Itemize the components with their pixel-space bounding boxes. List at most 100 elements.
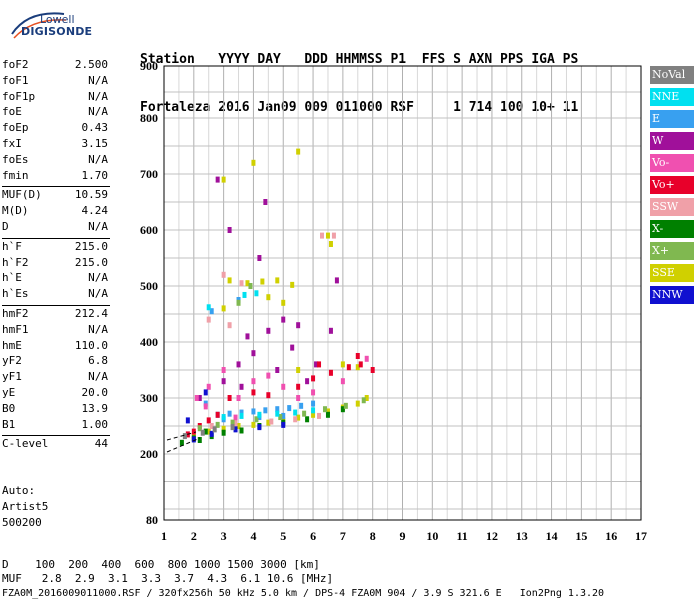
data-point <box>311 375 316 382</box>
data-point <box>358 361 363 368</box>
legend-item: Vo- <box>650 154 694 172</box>
x-tick-label: 2 <box>191 529 197 543</box>
data-point <box>239 427 244 434</box>
header-values: Fortaleza 2016 Jan09 009 011000 RSF 1 71… <box>140 100 579 115</box>
y-tick-label: 600 <box>140 223 158 237</box>
parameter-name: foEp <box>2 121 29 135</box>
legend-item: X- <box>650 220 694 238</box>
data-point <box>251 408 256 415</box>
data-point <box>203 428 208 435</box>
data-point <box>302 410 307 417</box>
header-labels: Station YYYY DAY DDD HHMMSS P1 FFS S AXN… <box>140 52 579 67</box>
parameter-name: MUF(D) <box>2 188 42 202</box>
parameter-value: 1.00 <box>81 417 109 431</box>
parameter-row: hmE 110.0 <box>2 339 108 355</box>
data-point <box>254 290 259 297</box>
data-point <box>221 271 226 278</box>
footer-file-info: FZA0M_2016009011000.RSF / 320fx256h 50 k… <box>2 588 605 599</box>
data-point <box>311 411 316 418</box>
data-point <box>328 327 333 334</box>
footer-distance-row: D 100 200 400 600 800 1000 1500 3000 [km… <box>2 558 320 571</box>
data-point <box>275 410 280 417</box>
data-point <box>322 406 327 413</box>
auto-label: Auto: <box>2 484 36 497</box>
data-point <box>233 420 238 427</box>
parameter-row: D N/A <box>2 220 108 236</box>
data-point <box>275 277 280 284</box>
data-point <box>227 322 232 329</box>
data-point <box>206 304 211 311</box>
lowell-digisonde-logo: Lowell DIGISONDE <box>8 8 92 48</box>
data-point <box>355 364 360 371</box>
y-tick-label: 300 <box>140 391 158 405</box>
parameter-row: M(D) 4.24 <box>2 204 108 220</box>
data-point <box>200 429 205 436</box>
parameter-name: yF2 <box>2 354 22 368</box>
parameter-name: B1 <box>2 417 16 431</box>
data-point <box>239 412 244 419</box>
data-point <box>296 322 301 329</box>
artist-version: Artist5 <box>2 500 49 513</box>
data-point <box>191 428 196 435</box>
data-point <box>239 280 244 287</box>
x-tick-label: 13 <box>516 529 528 543</box>
data-point <box>340 378 345 385</box>
data-point <box>275 406 280 413</box>
y-tick-label: 800 <box>140 111 158 125</box>
data-point <box>239 383 244 390</box>
data-point <box>233 426 238 433</box>
data-point <box>251 389 256 396</box>
data-point <box>257 411 262 418</box>
x-tick-label: 16 <box>605 529 617 543</box>
data-point <box>296 148 301 155</box>
parameter-value: 215.0 <box>74 239 108 253</box>
data-point <box>281 412 286 419</box>
parameter-value: 3.15 <box>81 137 109 150</box>
parameter-row: yF1 N/A <box>2 370 108 386</box>
parameter-name: hmF1 <box>2 322 29 336</box>
legend-item: NNW <box>650 286 694 304</box>
data-point <box>320 232 325 239</box>
parameter-name: yE <box>2 386 16 399</box>
data-point <box>185 417 190 424</box>
x-tick-label: 6 <box>310 529 316 543</box>
data-point <box>206 417 211 424</box>
data-point <box>263 199 268 205</box>
legend-item: NoVal <box>650 66 694 84</box>
parameter-name: foF1 <box>2 73 29 87</box>
data-point <box>266 372 271 379</box>
parameter-value: N/A <box>88 220 108 233</box>
parameter-name: h`E <box>2 271 22 285</box>
parameter-row: foF1p N/A <box>2 90 108 106</box>
parameter-row: hmF2 212.4 <box>2 307 108 323</box>
data-point <box>206 316 211 323</box>
parameter-value: 110.0 <box>74 338 108 352</box>
trace-line <box>166 431 197 441</box>
data-point <box>263 407 268 414</box>
data-point <box>251 421 256 428</box>
parameter-name: h`F2 <box>2 255 29 269</box>
parameter-value: N/A <box>88 287 108 301</box>
parameter-row: h`Es N/A <box>2 287 108 303</box>
data-point <box>221 425 226 432</box>
data-point <box>340 361 345 368</box>
parameter-value: 0.43 <box>81 121 109 135</box>
data-point <box>331 232 336 239</box>
parameter-row: MUF(D) 10.59 <box>2 188 108 204</box>
parameter-value: 20.0 <box>81 386 109 399</box>
legend-item: Vo+ <box>650 176 694 194</box>
x-tick-label: 15 <box>575 529 587 543</box>
data-point <box>212 426 217 433</box>
data-point <box>364 395 369 401</box>
data-point <box>221 429 226 436</box>
data-point <box>236 299 241 306</box>
parameter-row: fmin 1.70 <box>2 169 108 185</box>
data-point <box>296 367 301 373</box>
data-point <box>236 423 241 429</box>
parameter-separator <box>2 186 110 188</box>
data-point <box>215 421 220 428</box>
data-point <box>328 369 333 376</box>
parameter-row: C-level 44 <box>2 437 108 453</box>
data-point <box>194 395 199 401</box>
data-point <box>197 395 202 401</box>
